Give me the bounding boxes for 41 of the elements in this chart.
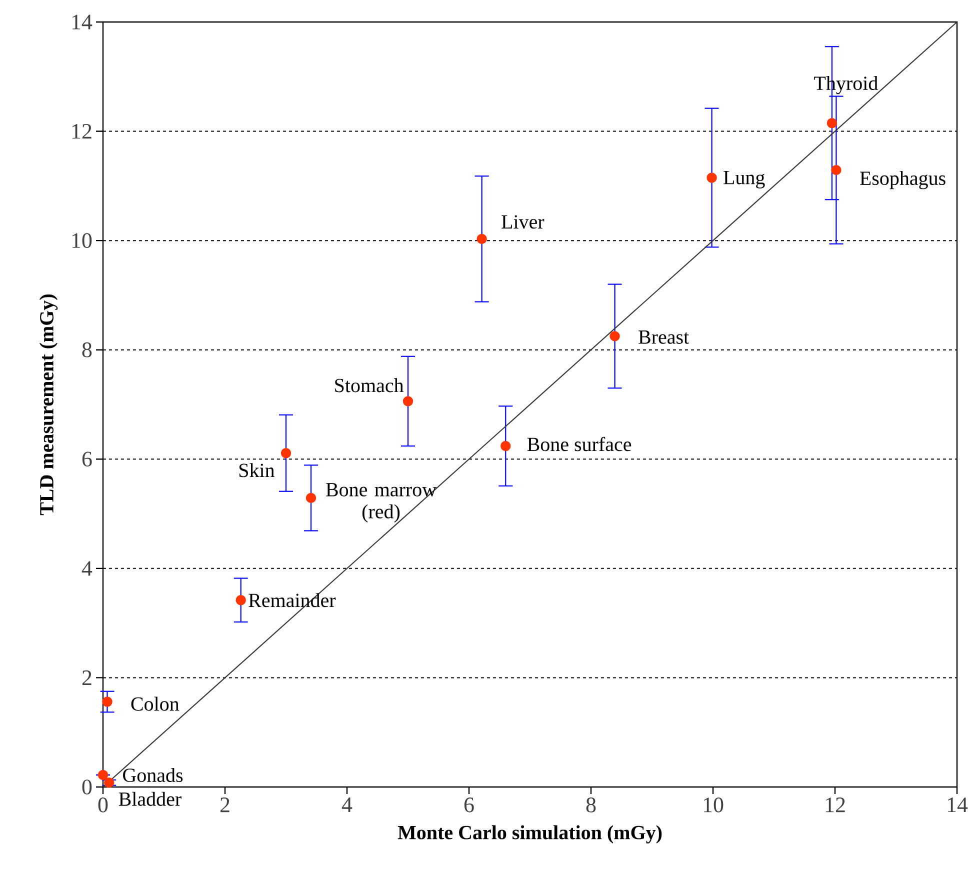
annotation: Skin [239,463,274,478]
point [102,696,112,707]
x-axis-title: Monte Carlo simulation (mGy) [398,825,662,844]
x-tick-label: 14 [948,798,968,812]
point [500,440,511,452]
point [280,448,292,458]
x-tick-label: 6 [464,798,474,812]
point [402,396,414,406]
y-tick-label: 14 [72,14,92,30]
annotation: Gonads [123,768,183,782]
point [306,492,316,504]
y-tick-label: 10 [72,233,92,248]
annotation: Stomach [335,378,404,392]
point [706,172,717,183]
y-tick-label: 12 [72,124,92,139]
point [476,234,487,244]
x-tick-label: 12 [826,798,845,812]
x-tick-label: 4 [342,798,352,812]
x-tick-label: 10 [704,798,724,812]
point [104,778,114,788]
annotation: Lung [724,171,765,188]
y-tick-label: 2 [82,670,92,685]
annotation: Bone surface [527,436,632,452]
point [98,770,108,780]
y-axis-title: TLD measurement (mGy) [39,294,58,516]
y-tick-label: 6 [82,452,92,467]
y-tick-label: 8 [82,342,92,358]
annotation: Liver [502,215,544,229]
y-tick-label: 4 [82,561,92,576]
annotation: Colon [131,696,180,711]
point [610,331,620,342]
y-tick-label: 0 [82,780,92,794]
annotation: Breast [638,330,689,344]
annotation: Esophagus [860,170,946,190]
point [831,164,842,176]
x-tick-label: 0 [98,798,108,812]
point [826,118,838,128]
annotation: Bladder [118,792,182,806]
point [236,595,246,606]
x-tick-label: 8 [586,798,596,812]
x-tick-label: 2 [220,798,230,812]
